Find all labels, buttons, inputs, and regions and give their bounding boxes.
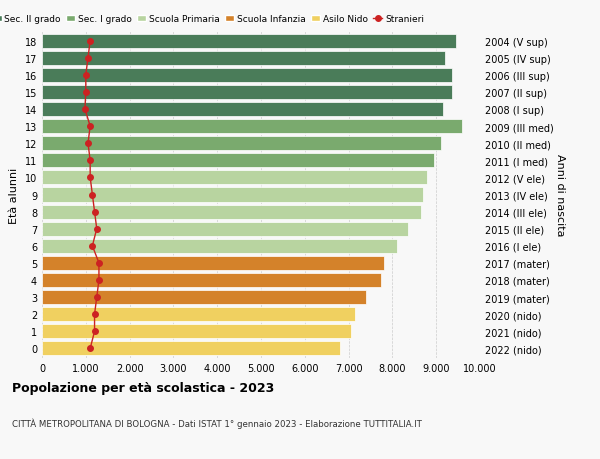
- Bar: [42, 274, 382, 287]
- Bar: [42, 325, 351, 339]
- Bar: [42, 120, 463, 134]
- Bar: [42, 103, 443, 117]
- Text: CITTÀ METROPOLITANA DI BOLOGNA - Dati ISTAT 1° gennaio 2023 - Elaborazione TUTTI: CITTÀ METROPOLITANA DI BOLOGNA - Dati IS…: [12, 418, 422, 428]
- Bar: [42, 34, 456, 49]
- Bar: [42, 154, 434, 168]
- Bar: [42, 341, 340, 356]
- Y-axis label: Anni di nascita: Anni di nascita: [555, 154, 565, 236]
- Bar: [42, 308, 355, 321]
- Bar: [42, 239, 397, 253]
- Bar: [42, 137, 440, 151]
- Bar: [42, 205, 421, 219]
- Bar: [42, 256, 383, 270]
- Bar: [42, 69, 452, 83]
- Bar: [42, 291, 366, 304]
- Bar: [42, 51, 445, 66]
- Y-axis label: Età alunni: Età alunni: [9, 167, 19, 223]
- Text: Popolazione per età scolastica - 2023: Popolazione per età scolastica - 2023: [12, 381, 274, 394]
- Bar: [42, 188, 423, 202]
- Bar: [42, 222, 408, 236]
- Bar: [42, 86, 452, 100]
- Legend: Sec. II grado, Sec. I grado, Scuola Primaria, Scuola Infanzia, Asilo Nido, Stran: Sec. II grado, Sec. I grado, Scuola Prim…: [0, 16, 424, 24]
- Bar: [42, 171, 427, 185]
